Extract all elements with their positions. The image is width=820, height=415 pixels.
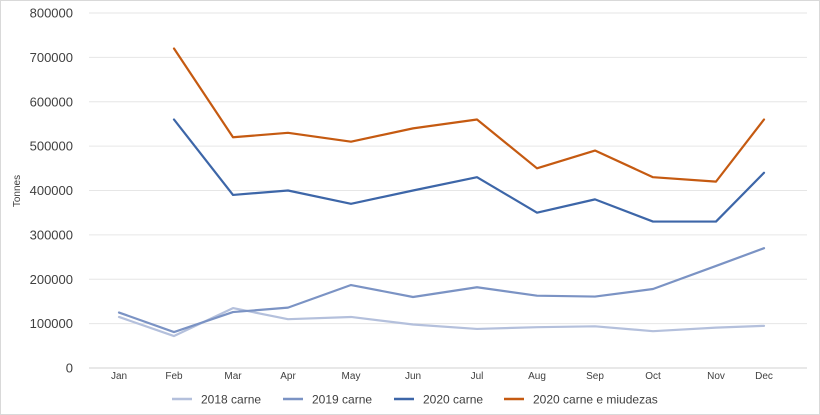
x-tick-label: Mar — [224, 371, 242, 382]
y-tick-label: 600000 — [30, 94, 73, 109]
x-tick-label: Dec — [755, 371, 773, 382]
y-tick-label: 0 — [66, 361, 73, 376]
y-tick-label: 100000 — [30, 316, 73, 331]
series-line — [117, 306, 766, 338]
grid-lines — [89, 12, 807, 369]
series-line — [172, 47, 766, 183]
series-lines — [117, 47, 766, 338]
x-tick-labels: Jan Feb Mar Apr May Jun Jul Aug Sep Oct Nov Dec — [111, 371, 773, 382]
legend-label: 2020 carne e miudezas — [533, 393, 658, 407]
x-tick-label: Jan — [111, 371, 127, 382]
series-line — [117, 247, 766, 334]
y-tick-label: 800000 — [30, 6, 73, 21]
y-tick-label: 500000 — [30, 139, 73, 154]
legend-label: 2019 carne — [312, 393, 372, 407]
x-tick-label: Oct — [645, 371, 661, 382]
y-tick-label: 700000 — [30, 50, 73, 65]
y-tick-labels: 0 100000 200000 300000 400000 500000 600000 700… — [30, 6, 73, 376]
y-tick-label: 300000 — [30, 227, 73, 242]
x-tick-label: May — [342, 371, 361, 382]
x-tick-label: Sep — [586, 371, 604, 382]
legend-label: 2018 carne — [201, 393, 261, 407]
x-tick-label: Feb — [165, 371, 183, 382]
series-line — [172, 118, 766, 223]
x-tick-label: Jul — [471, 371, 484, 382]
y-tick-label: 400000 — [30, 183, 73, 198]
y-axis-label: Tonnes — [12, 175, 23, 207]
x-tick-label: Nov — [707, 371, 725, 382]
x-tick-label: Jun — [405, 371, 421, 382]
x-tick-label: Apr — [280, 371, 296, 382]
x-tick-label: Aug — [528, 371, 546, 382]
legend-label: 2020 carne — [423, 393, 483, 407]
legend: 2018 carne 2019 carne 2020 carne 2020 carne… — [172, 393, 658, 407]
y-tick-label: 200000 — [30, 272, 73, 287]
